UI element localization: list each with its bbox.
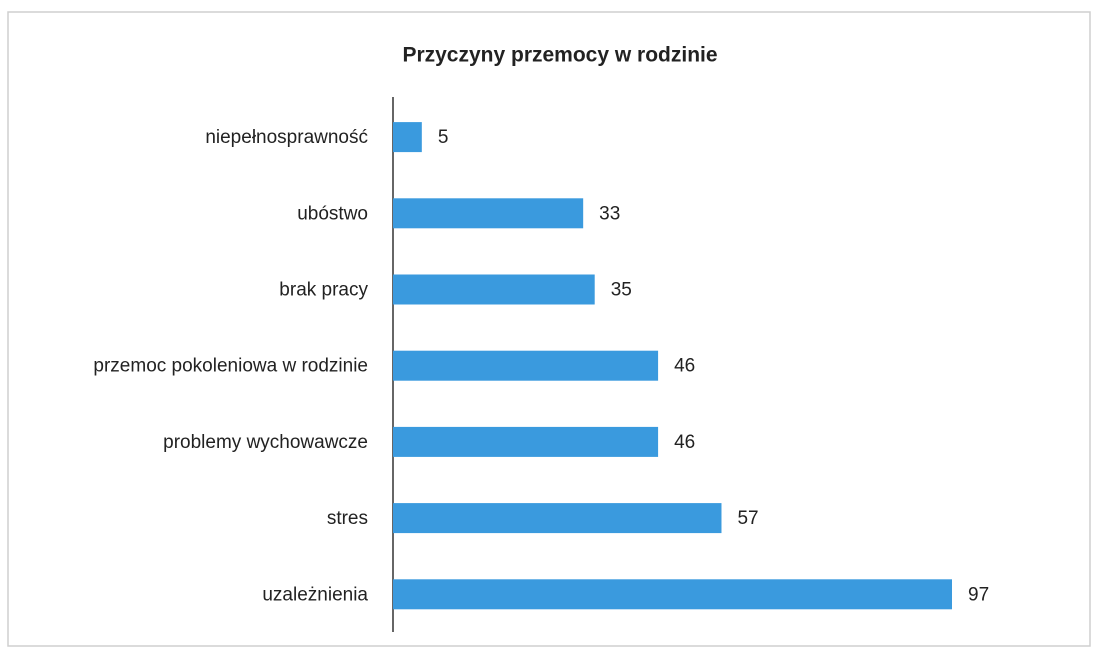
category-label: problemy wychowawcze xyxy=(163,432,368,453)
category-label: brak pracy xyxy=(279,280,368,301)
bar xyxy=(393,350,659,381)
data-label: 97 xyxy=(968,584,989,605)
category-label: uzależnienia xyxy=(262,584,368,605)
data-label: 57 xyxy=(737,508,758,529)
data-label: 5 xyxy=(438,127,449,148)
category-label: ubóstwo xyxy=(297,203,368,224)
chart-frame xyxy=(7,11,1091,647)
chart-title: Przyczyny przemocy w rodzinie xyxy=(402,44,717,67)
data-label: 33 xyxy=(599,203,620,224)
bar xyxy=(393,579,952,610)
bar xyxy=(393,274,595,305)
bar xyxy=(393,503,722,534)
bar xyxy=(393,426,659,457)
category-label: przemoc pokoleniowa w rodzinie xyxy=(93,356,368,377)
bar xyxy=(393,198,584,229)
category-label: stres xyxy=(327,508,368,529)
category-label: niepełnosprawność xyxy=(205,127,368,148)
data-label: 35 xyxy=(611,280,632,301)
data-label: 46 xyxy=(674,356,695,377)
bar xyxy=(393,122,422,153)
data-label: 46 xyxy=(674,432,695,453)
